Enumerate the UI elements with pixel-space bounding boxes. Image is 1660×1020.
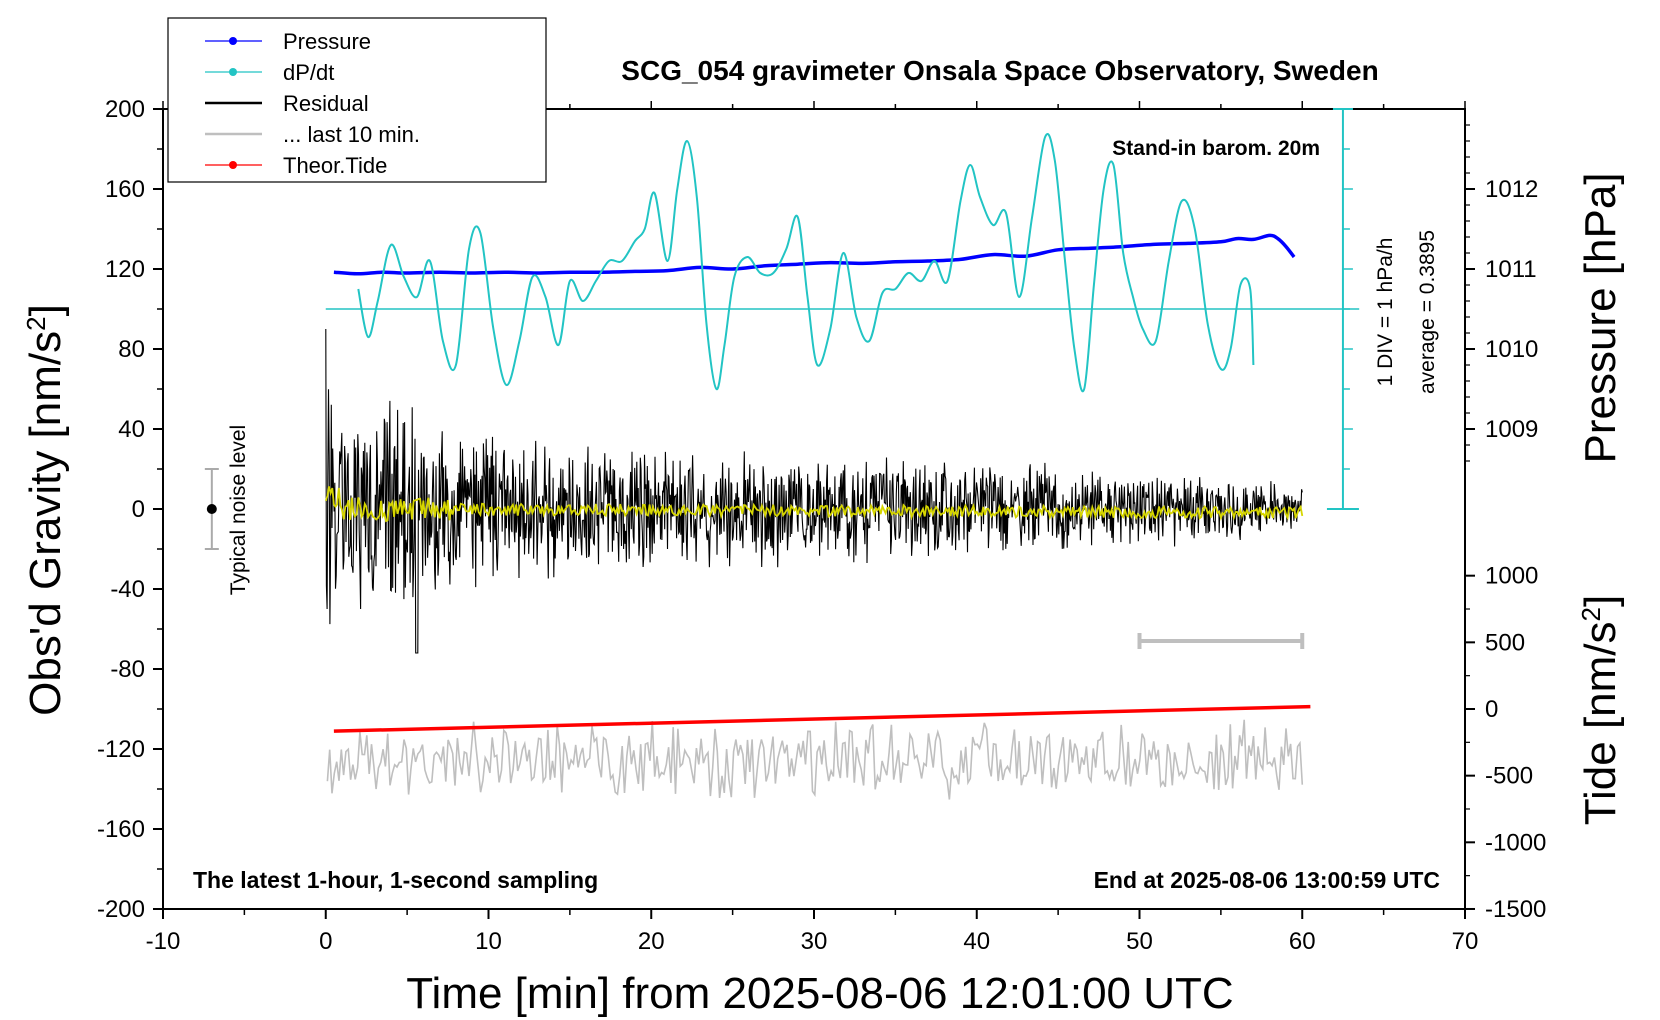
tide-axis-label: Tide [nm/s2] [1576, 595, 1625, 825]
x-tick-label: 30 [801, 928, 828, 955]
legend-marker [229, 161, 237, 169]
y-tick-label: 40 [118, 416, 145, 443]
x-tick-label: 10 [475, 928, 502, 955]
average-label: average = 0.3895 [1416, 230, 1439, 394]
tide-line [333, 704, 1311, 733]
y-tick-label: -80 [110, 656, 145, 683]
y-axis-label: Obs'd Gravity [nm/s2] [21, 304, 70, 716]
latest-note: The latest 1-hour, 1-second sampling [193, 867, 598, 893]
residual-smoothed-line [324, 486, 1304, 523]
stand-in-note: Stand-in barom. 20m [1112, 137, 1320, 160]
div-label: 1 DIV = 1 hPa/h [1374, 238, 1397, 387]
y-tick-label: -200 [97, 896, 145, 923]
y-tick-label: 80 [118, 336, 145, 363]
noise-label: Typical noise level [227, 425, 250, 595]
dpdt-line [357, 133, 1255, 393]
x-tick-label: -10 [146, 928, 181, 955]
legend-label: Pressure [283, 29, 371, 54]
pressure-tick-label: 1012 [1485, 176, 1538, 203]
pressure-tick-label: 1009 [1485, 416, 1538, 443]
x-tick-label: 60 [1289, 928, 1316, 955]
legend: Pressure dP/dt Residual ... last 10 min. The… [167, 17, 547, 183]
y-tick-label: -120 [97, 736, 145, 763]
x-tick-label: 20 [638, 928, 665, 955]
residual-line [325, 328, 1303, 654]
noise-bar-point [206, 504, 217, 514]
last-10-min-line [326, 719, 1304, 800]
tide-tick-label: -500 [1485, 763, 1533, 790]
x-tick-label: 70 [1452, 928, 1479, 955]
tide-tick-label: 500 [1485, 629, 1525, 656]
legend-box [167, 17, 547, 183]
tide-axis-label-close: ] [1576, 595, 1625, 607]
y-tick-label: -40 [110, 576, 145, 603]
x-tick-label: 50 [1126, 928, 1153, 955]
pressure-tick-label: 1011 [1485, 256, 1537, 283]
y-tick-label: 160 [105, 176, 145, 203]
y-axis-label-sup: 2 [21, 316, 51, 330]
legend-marker [229, 37, 237, 45]
pressure-tick-label: 1010 [1485, 336, 1538, 363]
chart-title: SCG_054 gravimeter Onsala Space Observat… [621, 55, 1378, 86]
y-axis-label-close: ] [21, 304, 70, 316]
tide-tick-label: 1000 [1485, 563, 1538, 590]
pressure-axis-label: Pressure [hPa] [1576, 172, 1625, 463]
axis-ticks: -10 0 10 20 30 40 50 60 70 200 160 120 80 40 0 -40 -80 -1… [97, 96, 1546, 955]
tide-tick-label: -1000 [1485, 829, 1546, 856]
x-axis-label: Time [min] from 2025-08-06 12:01:00 UTC [406, 969, 1233, 1018]
y-tick-label: -160 [97, 816, 145, 843]
legend-label: Residual [283, 91, 369, 116]
legend-label: dP/dt [283, 60, 334, 85]
y-tick-label: 0 [132, 496, 145, 523]
series-layer [204, 133, 1360, 800]
tide-tick-label: 0 [1485, 696, 1498, 723]
pressure-line [333, 233, 1296, 276]
legend-label: ... last 10 min. [283, 122, 420, 147]
tide-tick-label: -1500 [1485, 896, 1546, 923]
tide-axis-label-sup: 2 [1576, 607, 1606, 621]
y-tick-label: 120 [105, 256, 145, 283]
legend-marker [229, 68, 237, 76]
legend-label: Theor.Tide [283, 153, 387, 178]
x-tick-label: 40 [963, 928, 990, 955]
y-tick-label: 200 [105, 96, 145, 123]
end-at-note: End at 2025-08-06 13:00:59 UTC [1094, 867, 1440, 893]
x-tick-label: 0 [319, 928, 332, 955]
